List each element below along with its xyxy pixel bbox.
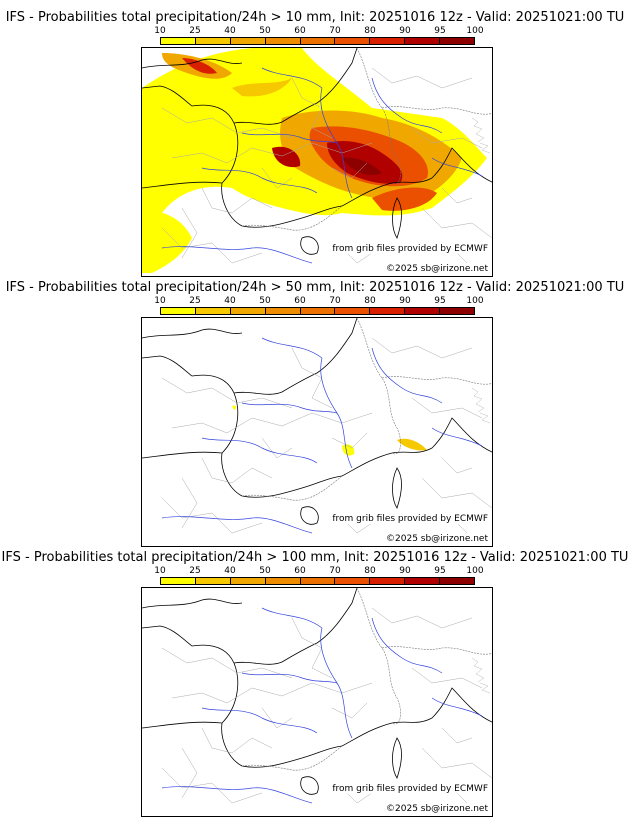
colorbar-tick-label: 10 xyxy=(154,566,166,576)
colorbar-tick-label: 25 xyxy=(189,26,201,36)
colorbar-tick-label: 60 xyxy=(294,26,306,36)
colorbar-tick-label: 25 xyxy=(189,566,201,576)
colorbar-segment xyxy=(195,578,231,584)
colorbar-segment xyxy=(230,578,266,584)
probability-fill xyxy=(142,48,487,273)
colorbar-segment xyxy=(195,308,231,314)
colorbar-segment xyxy=(335,308,371,314)
panel-title: IFS - Probabilities total precipitation/… xyxy=(5,280,625,295)
panel-10mm: IFS - Probabilities total precipitation/… xyxy=(0,0,630,277)
colorbar xyxy=(160,307,475,315)
source-credit: from grib files provided by ECMWF xyxy=(332,784,488,794)
colorbar-tick-label: 10 xyxy=(154,26,166,36)
colorbar-tick-label: 70 xyxy=(329,296,341,306)
colorbar-tick-label: 95 xyxy=(434,566,446,576)
colorbar-segment xyxy=(440,308,475,314)
colorbar-tick-label: 80 xyxy=(364,296,376,306)
basemap xyxy=(142,588,492,804)
map-svg xyxy=(142,48,492,273)
colorbar xyxy=(160,37,475,45)
colorbar-segment xyxy=(265,578,301,584)
colorbar-segment xyxy=(335,38,371,44)
colorbar-tick-label: 95 xyxy=(434,26,446,36)
colorbar-segment xyxy=(161,38,196,44)
colorbar-tick-label: 10 xyxy=(154,296,166,306)
colorbar-tick-label: 70 xyxy=(329,566,341,576)
colorbar-segment xyxy=(161,578,196,584)
colorbar-tick-label: 80 xyxy=(364,566,376,576)
probability-map: from grib files provided by ECMWF ©2025 … xyxy=(141,587,493,817)
colorbar-tick-label: 50 xyxy=(259,26,271,36)
colorbar-tick-label: 100 xyxy=(466,566,484,576)
colorbar-segment xyxy=(161,308,196,314)
colorbar-tick-label: 90 xyxy=(399,566,411,576)
colorbar-tick-label: 90 xyxy=(399,26,411,36)
colorbar-tick-label: 25 xyxy=(189,296,201,306)
colorbar-tick-label: 60 xyxy=(294,296,306,306)
map-svg xyxy=(142,318,492,534)
source-credit: from grib files provided by ECMWF xyxy=(332,244,488,254)
colorbar-segment xyxy=(195,38,231,44)
probability-map: from grib files provided by ECMWF ©2025 … xyxy=(141,47,493,277)
colorbar-segment xyxy=(265,308,301,314)
basemap xyxy=(142,318,492,534)
colorbar-tick-label: 40 xyxy=(224,566,236,576)
colorbar xyxy=(160,577,475,585)
colorbar-tick-label: 50 xyxy=(259,566,271,576)
colorbar-tick-label: 80 xyxy=(364,26,376,36)
panel-title: IFS - Probabilities total precipitation/… xyxy=(5,10,625,25)
colorbar-tick-label: 100 xyxy=(466,296,484,306)
colorbar-tick-label: 50 xyxy=(259,296,271,306)
colorbar-segment xyxy=(370,308,406,314)
colorbar-tick-label: 90 xyxy=(399,296,411,306)
colorbar-segment xyxy=(230,308,266,314)
probability-map: from grib files provided by ECMWF ©2025 … xyxy=(141,317,493,547)
colorbar-segment xyxy=(230,38,266,44)
colorbar-segment xyxy=(370,38,406,44)
colorbar-segment xyxy=(440,38,475,44)
colorbar-segment xyxy=(300,308,336,314)
panel-50mm: IFS - Probabilities total precipitation/… xyxy=(0,270,630,547)
colorbar-segment xyxy=(335,578,371,584)
colorbar-tick-label: 70 xyxy=(329,26,341,36)
colorbar-labels: 10 25 40 50 60 70 80 90 95 100 xyxy=(154,26,483,36)
colorbar-segment xyxy=(405,308,441,314)
colorbar-segment xyxy=(300,38,336,44)
copyright: ©2025 sb@irizone.net xyxy=(386,264,488,274)
colorbar-tick-label: 60 xyxy=(294,566,306,576)
colorbar-tick-label: 40 xyxy=(224,26,236,36)
colorbar-segment xyxy=(440,578,475,584)
panel-title: IFS - Probabilities total precipitation/… xyxy=(1,550,629,565)
colorbar-tick-label: 95 xyxy=(434,296,446,306)
panel-100mm: IFS - Probabilities total precipitation/… xyxy=(0,540,630,817)
source-credit: from grib files provided by ECMWF xyxy=(332,514,488,524)
copyright: ©2025 sb@irizone.net xyxy=(386,534,488,544)
copyright: ©2025 sb@irizone.net xyxy=(386,804,488,814)
colorbar-segment xyxy=(300,578,336,584)
colorbar-tick-label: 100 xyxy=(466,26,484,36)
probability-fill xyxy=(232,405,427,456)
colorbar-segment xyxy=(265,38,301,44)
colorbar-segment xyxy=(405,38,441,44)
colorbar-tick-label: 40 xyxy=(224,296,236,306)
colorbar-labels: 10 25 40 50 60 70 80 90 95 100 xyxy=(154,566,483,576)
colorbar-labels: 10 25 40 50 60 70 80 90 95 100 xyxy=(154,296,483,306)
colorbar-segment xyxy=(370,578,406,584)
map-svg xyxy=(142,588,492,804)
colorbar-segment xyxy=(405,578,441,584)
